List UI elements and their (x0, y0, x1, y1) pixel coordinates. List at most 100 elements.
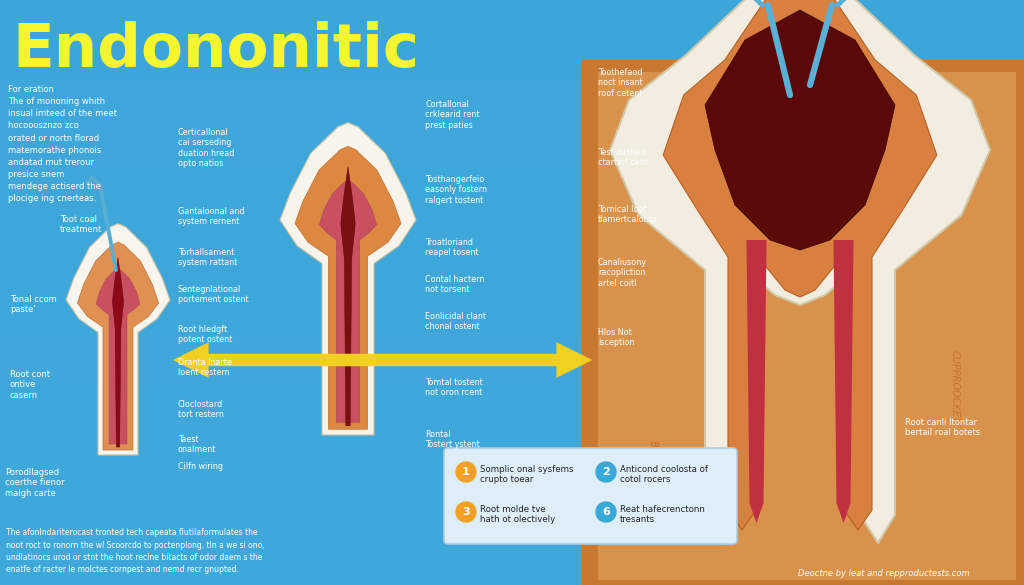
Bar (0, 127, 1024, 132)
Text: Cilfn wiring: Cilfn wiring (178, 462, 223, 471)
Text: Tonal ccom
paste': Tonal ccom paste' (10, 295, 56, 314)
Bar (0, 380, 1024, 385)
Bar (0, 253, 1024, 259)
Text: Tomtal tostent
not oron rcent: Tomtal tostent not oron rcent (425, 378, 482, 397)
Bar (0, 98, 1024, 102)
Polygon shape (664, 0, 937, 530)
Bar (0, 249, 1024, 253)
Bar (0, 25, 1024, 29)
Bar (0, 522, 1024, 526)
Bar (0, 497, 1024, 502)
Bar (0, 102, 1024, 107)
Bar (0, 302, 1024, 307)
Text: Toothefaod
noct insant
roof cetent: Toothefaod noct insant roof cetent (598, 68, 643, 98)
Bar (0, 292, 1024, 297)
Bar (0, 195, 1024, 200)
Polygon shape (746, 240, 767, 523)
Bar (0, 54, 1024, 59)
Bar (0, 132, 1024, 136)
Bar (0, 122, 1024, 127)
Bar (0, 336, 1024, 341)
Bar (0, 239, 1024, 244)
Bar (0, 244, 1024, 249)
Bar (0, 288, 1024, 292)
Bar (0, 429, 1024, 434)
Bar (0, 400, 1024, 405)
Bar (0, 351, 1024, 356)
Bar (0, 531, 1024, 536)
Bar (0, 512, 1024, 517)
Text: Somplic onal sysfems
crupto toear: Somplic onal sysfems crupto toear (480, 465, 573, 484)
Text: Tosthangerfeio
easonly fostern
ralgert tostent: Tosthangerfeio easonly fostern ralgert t… (425, 175, 487, 205)
Bar (0, 58, 1024, 63)
Bar (0, 307, 1024, 312)
Bar (0, 83, 1024, 88)
Bar (0, 551, 1024, 556)
Bar (0, 5, 1024, 10)
Bar (0, 92, 1024, 98)
Text: Root molde tve
hath ot olectively: Root molde tve hath ot olectively (480, 505, 555, 524)
FancyArrowPatch shape (186, 352, 579, 368)
Bar (0, 478, 1024, 483)
Bar (0, 439, 1024, 443)
Bar (0, 44, 1024, 49)
Bar (0, 395, 1024, 400)
Polygon shape (319, 181, 377, 422)
Bar (0, 463, 1024, 468)
Bar (0, 502, 1024, 507)
Bar (0, 263, 1024, 268)
Bar (0, 142, 1024, 146)
Bar (0, 34, 1024, 39)
Bar (0, 341, 1024, 346)
Bar (0, 536, 1024, 541)
Polygon shape (610, 0, 990, 543)
Bar (0, 405, 1024, 410)
Bar (0, 566, 1024, 570)
Text: Canaliusony
racopliction
artel coitl: Canaliusony racopliction artel coitl (598, 258, 647, 288)
Bar (0, 161, 1024, 166)
Text: Taest
onalment: Taest onalment (178, 435, 216, 455)
Bar (0, 278, 1024, 283)
Polygon shape (78, 242, 159, 450)
Bar (0, 68, 1024, 73)
Bar (0, 200, 1024, 205)
Text: Certicallonal
cai serseding
duation hread
opto natios: Certicallonal cai serseding duation hrea… (178, 128, 234, 168)
Bar (0, 332, 1024, 336)
Text: Cloclostard
tort restern: Cloclostard tort restern (178, 400, 224, 419)
Bar (0, 297, 1024, 302)
Text: Rontal
Tostert ystent: Rontal Tostert ystent (425, 430, 480, 449)
Polygon shape (341, 167, 355, 426)
Bar (0, 366, 1024, 370)
Bar (0, 0, 1024, 5)
Bar (0, 10, 1024, 15)
Bar (0, 473, 1024, 478)
Bar (0, 63, 1024, 68)
Bar (0, 171, 1024, 176)
Bar (0, 224, 1024, 229)
Text: Reat hafecrenctonn
tresants: Reat hafecrenctonn tresants (620, 505, 705, 524)
Text: Gantaloonal and
system rernent: Gantaloonal and system rernent (178, 207, 245, 226)
Bar (0, 385, 1024, 390)
Bar (0, 78, 1024, 83)
Polygon shape (610, 150, 990, 355)
Bar (0, 541, 1024, 546)
Bar (0, 458, 1024, 463)
Bar (0, 29, 1024, 34)
Text: Torhallsament
system rattant: Torhallsament system rattant (178, 248, 238, 267)
Text: Cortallonal
crklearid rent
prest paties: Cortallonal crklearid rent prest paties (425, 100, 479, 130)
Text: 1: 1 (462, 467, 470, 477)
Text: 2: 2 (602, 467, 610, 477)
Bar (0, 575, 1024, 580)
Text: Contal hactern
not torsent: Contal hactern not torsent (425, 275, 484, 294)
Bar (0, 73, 1024, 78)
Circle shape (596, 502, 616, 522)
Text: Root hledgft
potent ostent: Root hledgft potent ostent (178, 325, 232, 345)
Circle shape (456, 502, 476, 522)
Text: Anticond coolosta of
cotol rocers: Anticond coolosta of cotol rocers (620, 465, 708, 484)
Bar (0, 15, 1024, 19)
Text: For eration
The of mononing whith
insual imteed of the meet
hocooosznzo zco
orat: For eration The of mononing whith insual… (8, 85, 117, 204)
Polygon shape (280, 123, 416, 435)
Bar (0, 273, 1024, 278)
Bar (0, 326, 1024, 332)
Text: 6: 6 (602, 507, 610, 517)
